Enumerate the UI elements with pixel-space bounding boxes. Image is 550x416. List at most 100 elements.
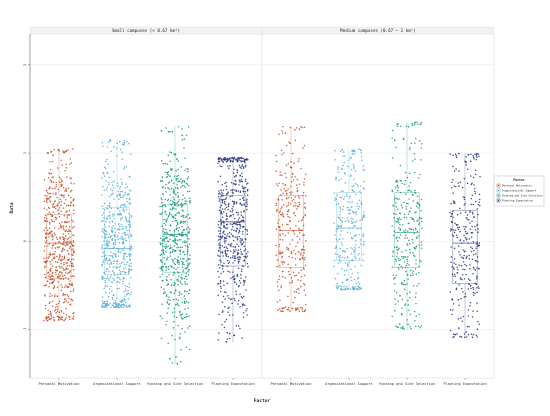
outlier-point xyxy=(228,158,231,160)
data-point xyxy=(57,273,60,276)
data-point xyxy=(186,278,188,280)
data-point xyxy=(50,317,53,319)
data-point xyxy=(229,215,231,218)
data-point xyxy=(113,180,115,182)
data-point xyxy=(419,326,421,329)
data-point xyxy=(172,201,175,204)
data-point xyxy=(413,123,416,126)
outlier-point xyxy=(167,130,170,133)
data-point xyxy=(110,276,112,279)
data-point xyxy=(73,225,75,228)
data-point xyxy=(409,269,412,272)
data-point xyxy=(54,294,56,296)
data-point xyxy=(222,280,225,282)
data-point xyxy=(179,333,182,335)
data-point xyxy=(171,334,173,337)
data-point xyxy=(121,228,123,230)
data-point xyxy=(277,222,279,224)
data-point xyxy=(50,196,52,198)
data-point xyxy=(399,259,402,261)
data-point xyxy=(409,181,412,184)
data-point xyxy=(159,315,162,317)
data-point xyxy=(117,248,120,250)
data-point xyxy=(167,342,169,344)
data-point xyxy=(404,303,407,305)
data-point xyxy=(420,247,423,249)
data-point xyxy=(409,325,411,328)
data-point xyxy=(396,248,398,251)
data-point xyxy=(401,313,403,316)
data-point xyxy=(230,181,233,184)
data-point xyxy=(63,263,65,266)
data-point xyxy=(125,208,128,211)
data-point xyxy=(105,300,107,303)
data-point xyxy=(184,281,186,283)
outlier-point xyxy=(171,131,174,133)
data-point xyxy=(334,234,336,236)
data-point xyxy=(184,216,187,218)
data-point xyxy=(469,222,471,224)
data-point xyxy=(420,244,423,246)
outlier-point xyxy=(407,125,410,128)
data-point xyxy=(169,224,172,227)
data-point xyxy=(175,316,178,319)
data-point xyxy=(279,233,281,236)
data-point xyxy=(129,226,131,228)
data-point xyxy=(404,304,406,306)
data-point xyxy=(408,239,410,242)
data-point xyxy=(225,227,227,230)
data-point xyxy=(468,238,471,240)
data-point xyxy=(451,298,454,300)
data-point xyxy=(104,305,107,307)
data-point xyxy=(461,273,464,276)
data-point xyxy=(476,291,478,293)
data-point xyxy=(361,218,364,221)
data-point xyxy=(471,316,474,318)
data-point xyxy=(175,179,178,181)
data-point xyxy=(68,316,71,318)
data-point xyxy=(303,268,305,270)
data-point xyxy=(405,202,408,205)
data-point xyxy=(180,231,183,234)
data-point xyxy=(396,217,399,220)
data-point xyxy=(67,232,70,235)
data-point xyxy=(163,222,165,225)
data-point xyxy=(409,274,412,277)
data-point xyxy=(464,263,466,266)
data-point xyxy=(167,240,169,242)
data-point xyxy=(63,243,65,246)
data-point xyxy=(407,222,410,225)
data-point xyxy=(281,255,283,258)
data-point xyxy=(122,268,125,270)
data-point xyxy=(66,210,68,212)
data-point xyxy=(124,284,126,287)
data-point xyxy=(351,248,354,250)
data-point xyxy=(165,246,167,248)
data-point xyxy=(414,320,416,322)
strip-label: Small campuses (< 0.67 km²) xyxy=(112,28,180,33)
data-point xyxy=(335,177,337,180)
data-point xyxy=(279,171,281,174)
data-point xyxy=(453,247,456,250)
data-point xyxy=(301,308,303,310)
data-point xyxy=(175,242,178,245)
data-point xyxy=(357,207,360,210)
data-point xyxy=(102,278,104,280)
data-point xyxy=(457,245,460,247)
data-point xyxy=(238,280,241,282)
data-point xyxy=(72,312,74,315)
data-point xyxy=(300,269,302,271)
data-point xyxy=(124,295,126,297)
data-point xyxy=(161,273,163,275)
data-point xyxy=(58,315,60,318)
data-point xyxy=(51,244,54,247)
data-point xyxy=(51,187,54,190)
data-point xyxy=(105,220,107,223)
data-point xyxy=(221,195,223,197)
data-point xyxy=(69,246,72,248)
data-point xyxy=(120,204,122,206)
data-point xyxy=(162,186,165,188)
data-point xyxy=(125,225,127,228)
data-point xyxy=(221,245,224,247)
data-point xyxy=(459,278,462,280)
